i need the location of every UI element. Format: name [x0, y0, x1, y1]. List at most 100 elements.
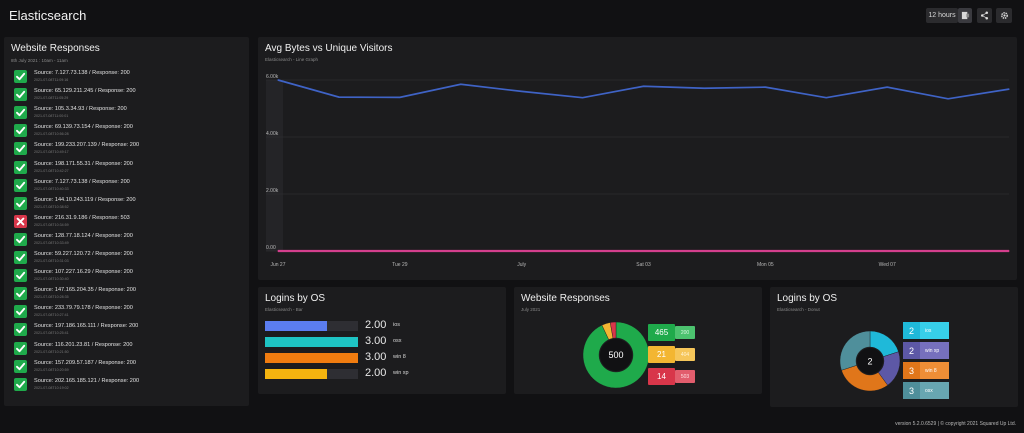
legend-count: 2 — [903, 342, 920, 359]
checkmark-icon — [14, 251, 27, 264]
list-item[interactable]: Source: 69.139.73.154 / Response: 200 202… — [14, 123, 244, 139]
response-time: 2021-07-08T10:28:35 — [34, 295, 69, 300]
bar — [265, 353, 358, 363]
data-point — [764, 86, 766, 88]
list-item[interactable]: Source: 198.171.55.31 / Response: 200 202… — [14, 160, 244, 176]
panel-subtitle: 8th July 2021 : 10am - 11am — [11, 58, 68, 63]
panel-subtitle: July 2021 — [521, 307, 541, 312]
data-point — [399, 250, 401, 252]
website-responses-donut-panel: Website Responses July 2021 500 465 200 21… — [514, 287, 762, 394]
list-item[interactable]: Source: 105.3.34.93 / Response: 200 2021-… — [14, 105, 244, 121]
list-item[interactable]: Source: 7.127.73.138 / Response: 200 2021… — [14, 69, 244, 85]
list-item[interactable]: Source: 216.31.9.186 / Response: 503 2021… — [14, 214, 244, 230]
checkmark-icon — [14, 70, 27, 83]
y-tick-label: 4.00k — [266, 131, 279, 137]
response-code-tile[interactable]: 200 — [675, 326, 695, 339]
response-time: 2021-07-08T11:05:29 — [34, 96, 69, 101]
bar-row-win-8[interactable]: 3.00 win 8 — [265, 351, 495, 363]
list-item[interactable]: Source: 202.165.185.121 / Response: 200 2… — [14, 377, 244, 393]
response-time: 2021-07-08T10:40:33 — [34, 186, 69, 191]
error-icon — [14, 214, 27, 228]
list-item[interactable]: Source: 144.10.243.119 / Response: 200 20… — [14, 196, 244, 212]
data-point — [1008, 250, 1010, 252]
bar-label: win xp — [393, 370, 409, 376]
bar-track — [265, 321, 358, 331]
logins-donut-chart: 2 — [839, 330, 901, 392]
donut-slice[interactable] — [839, 330, 871, 371]
list-item[interactable]: Source: 116.201.23.81 / Response: 200 202… — [14, 341, 244, 357]
panel-title: Logins by OS — [777, 293, 838, 304]
page-title: Elasticsearch — [9, 8, 87, 23]
response-text: Source: 233.79.79.178 / Response: 200 — [34, 305, 133, 312]
list-item[interactable]: Source: 157.209.57.187 / Response: 200 20… — [14, 359, 244, 375]
legend-item[interactable]: 3 osx — [903, 382, 949, 399]
checkmark-icon — [14, 232, 27, 246]
response-time: 2021-07-08T11:09:16 — [34, 78, 69, 82]
data-point — [460, 83, 462, 85]
checkmark-icon — [14, 269, 27, 283]
checkmark-icon — [14, 377, 27, 391]
checkmark-icon — [14, 106, 27, 120]
response-count-tile[interactable]: 465 — [648, 324, 675, 341]
list-item[interactable]: Source: 197.186.165.111 / Response: 200 2… — [14, 322, 244, 338]
response-text: Source: 199.233.207.139 / Response: 200 — [34, 142, 140, 149]
y-tick-label: 0.00 — [266, 245, 276, 251]
checkmark-icon — [14, 124, 27, 138]
data-point — [581, 97, 584, 99]
response-count-tile[interactable]: 14 — [648, 368, 675, 385]
response-count-tile[interactable]: 21 — [648, 346, 675, 363]
data-point — [581, 250, 584, 252]
response-text: Source: 59.227.120.72 / Response: 200 — [34, 251, 133, 257]
data-point — [764, 250, 766, 252]
response-text: Source: 128.77.18.124 / Response: 200 — [34, 232, 133, 239]
checkmark-icon — [14, 178, 27, 192]
panel-title: Avg Bytes vs Unique Visitors — [265, 43, 393, 54]
bar-label: win 8 — [393, 354, 406, 360]
list-item[interactable]: Source: 128.77.18.124 / Response: 200 202… — [14, 232, 244, 248]
list-item[interactable]: Source: 107.227.16.29 / Response: 200 202… — [14, 268, 244, 284]
top-bar: Elasticsearch 12 hours — [0, 0, 1024, 33]
list-item[interactable]: Source: 65.129.211.245 / Response: 200 20… — [14, 87, 244, 103]
legend-item[interactable]: 2 ios — [903, 322, 949, 339]
data-point — [947, 250, 949, 252]
export-icon[interactable] — [958, 8, 972, 23]
bar-track — [265, 337, 358, 347]
bar-row-osx[interactable]: 3.00 osx — [265, 335, 495, 347]
response-code-tile[interactable]: 404 — [675, 348, 695, 361]
y-tick-label: 6.00k — [266, 74, 279, 80]
bar-value: 2.00 — [365, 319, 387, 331]
x-tick-label: July — [517, 262, 526, 268]
share-icon[interactable] — [977, 8, 992, 23]
response-text: Source: 7.127.73.138 / Response: 200 — [34, 70, 130, 76]
data-point — [277, 79, 279, 81]
avg-bytes-series-line[interactable] — [277, 79, 1010, 100]
response-time: 2021-07-08T10:20:59 — [34, 367, 69, 372]
list-item[interactable]: Source: 199.233.207.139 / Response: 200 2… — [14, 141, 244, 157]
gear-icon[interactable] — [996, 8, 1012, 23]
bar-row-win-xp[interactable]: 2.00 win xp — [265, 367, 495, 379]
response-code-tile[interactable]: 503 — [675, 370, 695, 383]
list-item[interactable]: Source: 59.227.120.72 / Response: 200 202… — [14, 250, 244, 266]
response-text: Source: 69.139.73.154 / Response: 200 — [34, 124, 133, 131]
response-text: Source: 107.227.16.29 / Response: 200 — [34, 269, 133, 276]
data-point — [703, 87, 706, 89]
time-range-button[interactable]: 12 hours — [926, 8, 958, 23]
line-chart: 6.00k 4.00k 2.00k 0.00 Jun 27 Tue 29 July Sat 0… — [266, 74, 1010, 268]
responses-donut-chart: 500 — [582, 321, 650, 389]
donut-slice[interactable] — [609, 321, 617, 339]
legend-item[interactable]: 2 win xp — [903, 342, 949, 359]
data-point — [277, 250, 279, 252]
bar-label: osx — [393, 338, 402, 344]
legend-item[interactable]: 3 win 8 — [903, 362, 949, 379]
list-item[interactable]: Source: 7.127.73.138 / Response: 200 2021… — [14, 178, 244, 194]
panel-subtitle: Elasticsearch - Line Graph — [265, 57, 319, 62]
data-point — [886, 250, 888, 252]
bar-value: 2.00 — [365, 367, 387, 379]
bar-value: 3.00 — [365, 351, 387, 363]
x-tick-label: Mon 05 — [757, 262, 774, 268]
bar-row-ios[interactable]: 2.00 ios — [265, 319, 495, 331]
list-item[interactable]: Source: 147.165.204.35 / Response: 200 20… — [14, 286, 244, 302]
data-point — [886, 86, 888, 88]
legend-label: win 8 — [920, 362, 949, 379]
list-item[interactable]: Source: 233.79.79.178 / Response: 200 202… — [14, 304, 244, 320]
